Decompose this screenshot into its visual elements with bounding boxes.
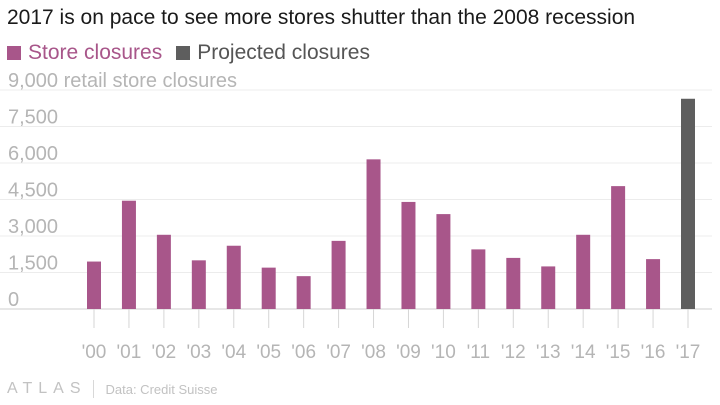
- bar-store-closures: [576, 234, 591, 309]
- legend-item-store-closures: Store closures: [7, 41, 162, 65]
- x-tick-label: '10: [431, 342, 456, 363]
- bar-store-closures: [541, 266, 556, 309]
- bar-store-closures: [646, 259, 661, 309]
- legend-swatch-store-closures: [7, 46, 21, 60]
- bar-store-closures: [226, 245, 241, 309]
- x-tick-label: '12: [501, 342, 526, 363]
- x-tick-label: '07: [326, 342, 351, 363]
- x-tick-label: '13: [536, 342, 561, 363]
- x-tick-label: '11: [467, 342, 490, 363]
- y-axis-label: 9,000 retail store closures: [8, 70, 237, 92]
- x-tick-label: '09: [396, 342, 421, 363]
- bar-store-closures: [436, 214, 451, 309]
- x-tick-label: '03: [186, 342, 211, 363]
- x-tick-label: '01: [117, 342, 142, 363]
- legend-label-store-closures: Store closures: [28, 41, 163, 64]
- bar-store-closures: [366, 159, 381, 309]
- bar-projected-closures: [681, 98, 695, 309]
- x-tick-label: '02: [151, 342, 176, 363]
- y-tick-label: 3,000: [8, 216, 58, 238]
- y-tick-label: 6,000: [8, 143, 58, 165]
- legend: Store closures Projected closures: [7, 41, 384, 65]
- bar-store-closures: [611, 186, 626, 309]
- bar-store-closures: [87, 261, 101, 309]
- bar-store-closures: [506, 257, 521, 309]
- x-tick-label: '14: [571, 342, 596, 363]
- brand-logo: ATLAS: [7, 380, 87, 397]
- y-tick-label: 4,500: [8, 180, 58, 202]
- y-tick-label: 1,500: [8, 253, 58, 275]
- legend-swatch-projected-closures: [176, 46, 191, 60]
- bar-store-closures: [401, 201, 416, 309]
- footer: ATLAS Data: Credit Suisse: [7, 380, 218, 398]
- x-tick-label: '17: [676, 342, 701, 363]
- y-tick-label: 0: [8, 289, 19, 311]
- x-tick-label: '08: [361, 342, 386, 363]
- legend-item-projected-closures: Projected closures: [176, 41, 370, 65]
- x-tick-label: '00: [82, 342, 107, 363]
- x-tick-label: '16: [641, 342, 666, 363]
- bar-store-closures: [191, 260, 206, 309]
- chart-title: 2017 is on pace to see more stores shutt…: [7, 6, 636, 29]
- bar-store-closures: [121, 200, 136, 309]
- bar-store-closures: [331, 240, 346, 309]
- bar-store-closures: [296, 276, 311, 309]
- x-tick-label: '15: [606, 342, 631, 363]
- footer-divider: [92, 380, 94, 398]
- x-tick-label: '05: [256, 342, 281, 363]
- x-tick-label: '06: [291, 342, 316, 363]
- legend-label-projected-closures: Projected closures: [197, 41, 370, 64]
- source-credit: Data: Credit Suisse: [105, 381, 218, 397]
- bar-store-closures: [471, 249, 486, 309]
- y-tick-label: 7,500: [8, 107, 58, 129]
- x-tick-label: '04: [221, 342, 246, 363]
- bar-store-closures: [156, 234, 171, 309]
- bar-store-closures: [261, 267, 276, 309]
